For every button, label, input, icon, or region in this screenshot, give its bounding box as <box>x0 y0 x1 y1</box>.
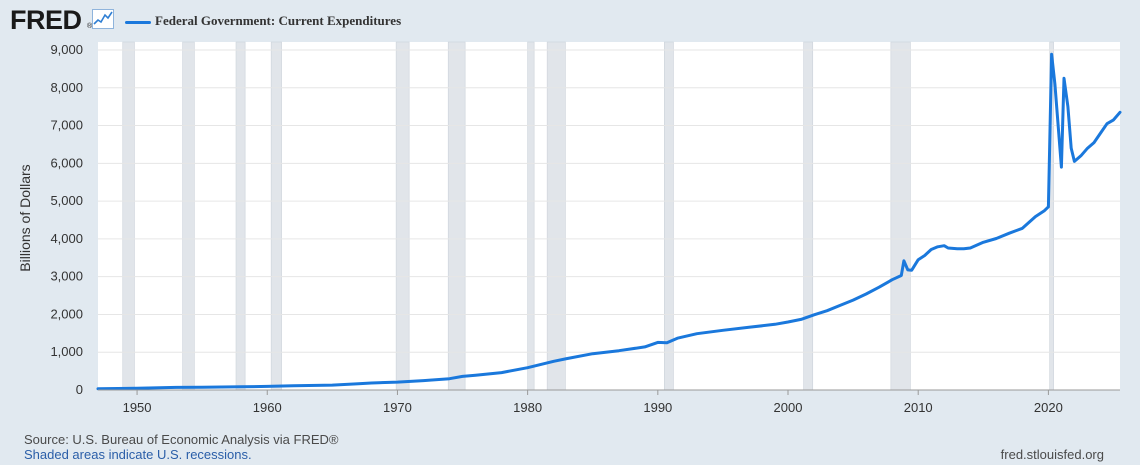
recession-band <box>803 41 814 391</box>
y-tick-label: 7,000 <box>50 118 83 133</box>
logo-registered-mark: ® <box>87 23 93 30</box>
recession-band <box>270 41 282 391</box>
recession-band <box>395 41 410 391</box>
y-tick-label: 4,000 <box>50 231 83 246</box>
x-tick-label: 2010 <box>904 400 933 415</box>
gridlines <box>98 49 1120 353</box>
fred-url-link[interactable]: fred.stlouisfed.org <box>1000 447 1104 462</box>
x-tick-label: 2020 <box>1034 400 1063 415</box>
y-tick-label: 6,000 <box>50 155 83 170</box>
y-axis-ticks: 0 1,000 2,000 3,000 4,000 5,000 6,000 7,000 8,00… <box>50 42 83 397</box>
x-axis-ticks: 1950 1960 1970 1980 1990 2000 2010 2020 <box>98 389 1120 415</box>
x-tick-label: 1950 <box>123 400 152 415</box>
legend-swatch <box>125 21 151 24</box>
recession-band <box>664 41 674 391</box>
x-tick-label: 1980 <box>513 400 542 415</box>
y-tick-label: 5,000 <box>50 193 83 208</box>
y-axis-label: Billions of Dollars <box>17 164 33 271</box>
y-tick-label: 3,000 <box>50 269 83 284</box>
y-tick-label: 9,000 <box>50 42 83 57</box>
y-tick-label: 0 <box>76 382 83 397</box>
y-tick-label: 1,000 <box>50 344 83 359</box>
recession-band <box>546 41 566 391</box>
x-tick-label: 2000 <box>774 400 803 415</box>
y-tick-label: 2,000 <box>50 306 83 321</box>
x-tick-label: 1960 <box>253 400 282 415</box>
y-tick-label: 8,000 <box>50 80 83 95</box>
recession-band <box>122 41 135 391</box>
recession-band <box>447 41 466 391</box>
series-line[interactable] <box>96 52 1122 391</box>
recession-band <box>527 41 535 391</box>
recession-note[interactable]: Shaded areas indicate U.S. recessions. <box>24 447 252 462</box>
x-tick-label: 1990 <box>643 400 672 415</box>
recession-band <box>890 41 911 391</box>
legend-series-label: Federal Government: Current Expenditures <box>155 13 402 28</box>
x-tick-label: 1970 <box>383 400 412 415</box>
graph-icon <box>92 9 114 29</box>
series-lines <box>96 52 1122 391</box>
line-chart[interactable]: 0 1,000 2,000 3,000 4,000 5,000 6,000 7,000 8,00… <box>0 0 1140 430</box>
recession-band <box>235 41 246 391</box>
chart-header: FRED ® Federal Government: Current Expen… <box>0 0 1140 42</box>
plot-area <box>98 42 1120 390</box>
source-note[interactable]: Source: U.S. Bureau of Economic Analysis… <box>24 432 339 447</box>
fred-logo[interactable]: FRED <box>10 5 82 35</box>
recession-band <box>182 41 195 391</box>
